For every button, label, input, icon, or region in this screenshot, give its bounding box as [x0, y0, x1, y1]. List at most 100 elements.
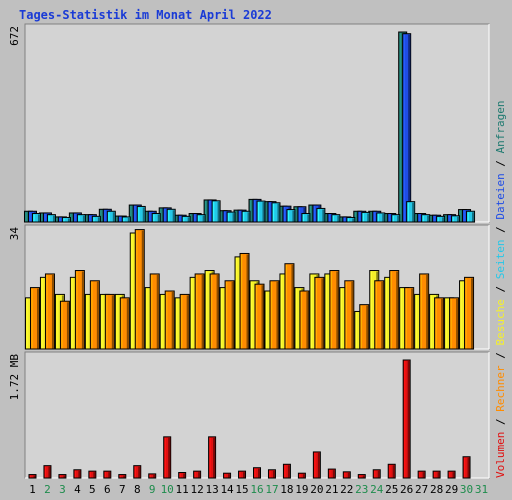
bar-rechner-day-3 [59, 300, 70, 350]
bar-volumen-day-17 [267, 469, 276, 479]
bar-rechner-day-30 [464, 276, 475, 350]
bar-rechner-day-28 [434, 297, 445, 350]
bar-rechner-day-16 [254, 283, 265, 350]
chart-legend: Volumen / Rechner / Besuche / Seiten / D… [494, 100, 507, 478]
bar-rechner-day-1 [29, 287, 40, 350]
bar-rechner-day-12 [194, 273, 205, 350]
bar-volumen-day-10 [163, 436, 172, 479]
bar-volumen-day-7 [118, 474, 127, 479]
bar-seiten-day-21 [331, 214, 341, 223]
x-tick-label: 14 [220, 483, 234, 496]
bar-seiten-day-23 [361, 211, 371, 223]
bar-volumen-day-2 [43, 465, 52, 479]
bar-seiten-day-9 [151, 213, 161, 223]
x-tick-label: 7 [119, 483, 126, 496]
bar-volumen-day-25 [387, 463, 396, 479]
legend-text: Volumen / Rechner / Besuche / Seiten / D… [494, 100, 507, 478]
bar-volumen-day-8 [133, 465, 142, 479]
bar-seiten-day-6 [106, 210, 116, 223]
bar-volumen-day-21 [327, 468, 336, 479]
legend-separator: / [494, 346, 507, 366]
x-tick-label: 27 [415, 483, 428, 496]
bar-rechner-day-19 [299, 290, 310, 350]
x-tick-label: 26 [400, 483, 413, 496]
bar-volumen-day-5 [88, 470, 97, 479]
bar-rechner-day-25 [389, 270, 400, 350]
legend-entry-anfragen: Anfragen [494, 100, 507, 153]
bar-rechner-day-9 [149, 273, 160, 350]
x-tick-label: 17 [265, 483, 278, 496]
bar-volumen-day-6 [103, 470, 112, 479]
bar-rechner-day-2 [44, 273, 55, 350]
bar-rechner-day-22 [344, 280, 355, 350]
x-tick-label: 10 [161, 483, 174, 496]
bar-rechner-day-7 [119, 297, 130, 350]
x-tick-label: 12 [191, 483, 204, 496]
bar-volumen-day-15 [238, 470, 247, 479]
bar-volumen-day-26 [402, 359, 411, 479]
plot-area [24, 351, 490, 479]
legend-separator: / [494, 220, 507, 240]
x-tick-label: 30 [460, 483, 473, 496]
bar-rechner-day-15 [239, 252, 250, 350]
bar-seiten-day-17 [271, 202, 281, 223]
panel-requests: 672 [8, 23, 490, 223]
x-tick-label: 28 [430, 483, 443, 496]
legend-entry-dateien: Dateien [494, 173, 507, 219]
series-rechner [29, 229, 475, 350]
bar-seiten-day-29 [451, 215, 461, 223]
bar-seiten-day-12 [196, 214, 206, 223]
bar-rechner-day-20 [314, 276, 325, 350]
bar-volumen-day-23 [357, 474, 366, 479]
y-max-label: 672 [8, 26, 21, 46]
bar-seiten-day-26 [406, 201, 416, 223]
bar-volumen-day-14 [223, 472, 232, 479]
bar-seiten-day-1 [31, 213, 41, 223]
bar-seiten-day-19 [301, 213, 311, 223]
x-tick-label: 29 [445, 483, 458, 496]
bar-seiten-day-8 [136, 205, 146, 223]
bar-volumen-day-22 [342, 471, 351, 479]
bar-rechner-day-23 [359, 304, 370, 350]
x-tick-label: 21 [325, 483, 338, 496]
x-tick-label: 9 [149, 483, 156, 496]
bar-rechner-day-8 [134, 229, 145, 350]
x-tick-label: 15 [235, 483, 248, 496]
x-tick-label: 6 [104, 483, 111, 496]
bar-rechner-day-6 [104, 293, 115, 350]
bar-seiten-day-20 [316, 207, 326, 223]
bar-rechner-day-5 [89, 280, 100, 350]
legend-entry-besuche: Besuche [494, 299, 507, 345]
bar-volumen-day-30 [462, 456, 471, 479]
x-tick-label: 11 [176, 483, 189, 496]
bar-seiten-day-27 [421, 214, 431, 223]
bar-volumen-day-3 [58, 474, 67, 479]
x-tick-label: 31 [475, 483, 488, 496]
bar-seiten-day-15 [241, 210, 251, 223]
bar-volumen-day-11 [178, 472, 187, 479]
plot-area [24, 23, 490, 223]
bar-rechner-day-26 [404, 287, 415, 350]
bar-volumen-day-18 [282, 463, 291, 479]
bar-rechner-day-4 [74, 270, 85, 350]
bar-rechner-day-21 [329, 270, 340, 350]
bar-volumen-day-29 [447, 470, 456, 479]
x-tick-label: 3 [59, 483, 66, 496]
bar-seiten-day-3 [61, 216, 71, 223]
bar-rechner-day-10 [164, 290, 175, 350]
y-max-label: 1.72 MB [8, 354, 21, 401]
panel-visits: 34 [8, 224, 490, 350]
bar-dateien-day-26 [402, 33, 412, 223]
y-max-label: 34 [8, 227, 21, 241]
bar-seiten-day-28 [436, 215, 446, 223]
bar-rechner-day-29 [449, 297, 460, 350]
bar-volumen-day-12 [193, 470, 202, 479]
legend-entry-rechner: Rechner [494, 365, 507, 412]
x-tick-label: 1 [29, 483, 36, 496]
legend-entry-seiten: Seiten [494, 240, 507, 280]
bar-volumen-day-13 [208, 436, 217, 479]
x-tick-label: 22 [340, 483, 353, 496]
x-tick-label: 18 [280, 483, 293, 496]
bar-seiten-day-24 [376, 212, 386, 223]
